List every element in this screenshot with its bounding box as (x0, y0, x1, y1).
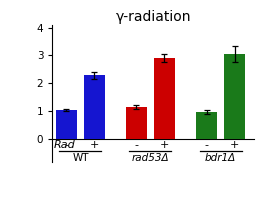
Bar (154, 58, 175, 139)
Title: γ-radiation: γ-radiation (116, 10, 191, 24)
Text: bdr1Δ: bdr1Δ (205, 153, 236, 163)
Text: +: + (230, 140, 239, 150)
Text: Fold increase of: Fold increase of (0, 54, 1, 134)
Bar (84, 76, 105, 139)
Text: +: + (160, 140, 169, 150)
Text: Rad: Rad (54, 140, 75, 150)
Bar (196, 112, 217, 139)
Text: -: - (64, 140, 68, 150)
Bar (126, 107, 147, 139)
Text: WT: WT (72, 153, 89, 163)
Text: +: + (90, 140, 99, 150)
Bar (56, 110, 77, 139)
Text: BRH2: BRH2 (0, 123, 1, 152)
Text: rad53Δ: rad53Δ (132, 153, 169, 163)
Text: -: - (134, 140, 138, 150)
Bar (224, 54, 245, 139)
Text: -: - (205, 140, 209, 150)
